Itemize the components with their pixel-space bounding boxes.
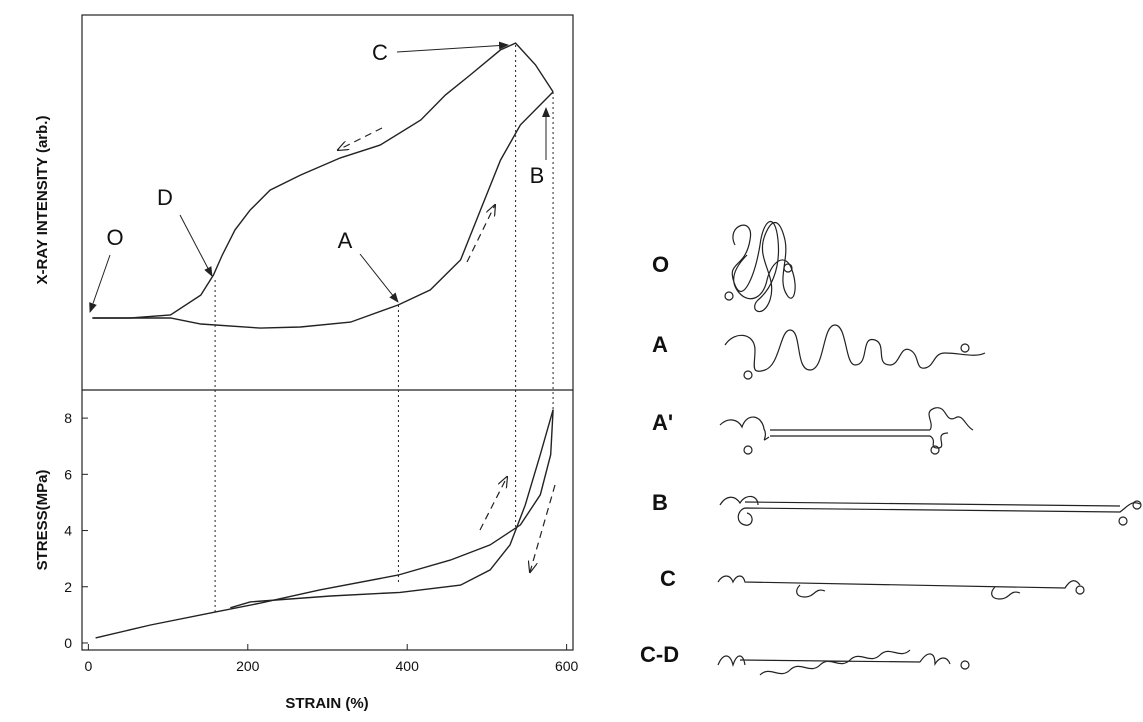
x-tick-label: 200 (236, 658, 260, 674)
annotation: A (338, 228, 353, 253)
x-axis-label: STRAIN (%) (285, 695, 368, 712)
chain-b (719, 495, 1141, 526)
arrow (466, 205, 495, 263)
chain-o (731, 220, 796, 313)
annotation: D (157, 185, 173, 210)
x-tick-label: 0 (84, 658, 92, 674)
annotation-arrow (179, 214, 213, 277)
data-line (230, 409, 554, 609)
chain-a (724, 324, 986, 372)
plot-frame (81, 14, 574, 651)
schematic-label: B (652, 490, 668, 515)
schematic-label: A' (652, 410, 673, 435)
schematic-label: A (652, 332, 668, 357)
x-tick-label: 400 (396, 658, 420, 674)
chain-end (743, 370, 753, 380)
schematic-label: O (652, 252, 669, 277)
annotation-arrow (359, 253, 399, 303)
annotation: C (372, 40, 388, 65)
y-tick-label: 8 (64, 410, 72, 426)
chain-end (783, 263, 793, 273)
chain-end (724, 291, 734, 301)
chain-a-prime (719, 407, 974, 449)
chain-c (717, 575, 1081, 600)
annotation-arrow (89, 254, 111, 313)
data-line (92, 42, 554, 319)
y-tick-label: 2 (64, 579, 72, 595)
schematic-label: C-D (640, 642, 679, 667)
arrow (338, 127, 383, 150)
arrow (479, 477, 507, 531)
y-axis-label: STRESS(MPa) (34, 470, 51, 571)
y-axis-label: X-RAY INTENSITY (arb.) (34, 116, 51, 285)
data-line (95, 409, 554, 639)
y-tick-label: 6 (64, 466, 72, 482)
direction-arrows (338, 127, 556, 572)
chain-end (1075, 585, 1085, 595)
data-line (92, 91, 554, 329)
chain-end (743, 445, 753, 455)
arrow (530, 484, 556, 572)
schematic-label: C (660, 566, 676, 591)
schematics (717, 220, 1142, 676)
y-tick-label: 4 (64, 523, 72, 539)
annotation-arrow (396, 41, 509, 53)
chain-end (1132, 500, 1142, 510)
chain-end (960, 343, 970, 353)
chain-end (930, 445, 940, 455)
annotation: O (106, 225, 123, 250)
chain-end (960, 660, 970, 670)
chain-end (1118, 516, 1128, 526)
x-tick-label: 600 (555, 658, 579, 674)
y-tick-label: 0 (64, 635, 72, 651)
annotation: B (530, 163, 545, 188)
chain-c-d (717, 649, 951, 676)
